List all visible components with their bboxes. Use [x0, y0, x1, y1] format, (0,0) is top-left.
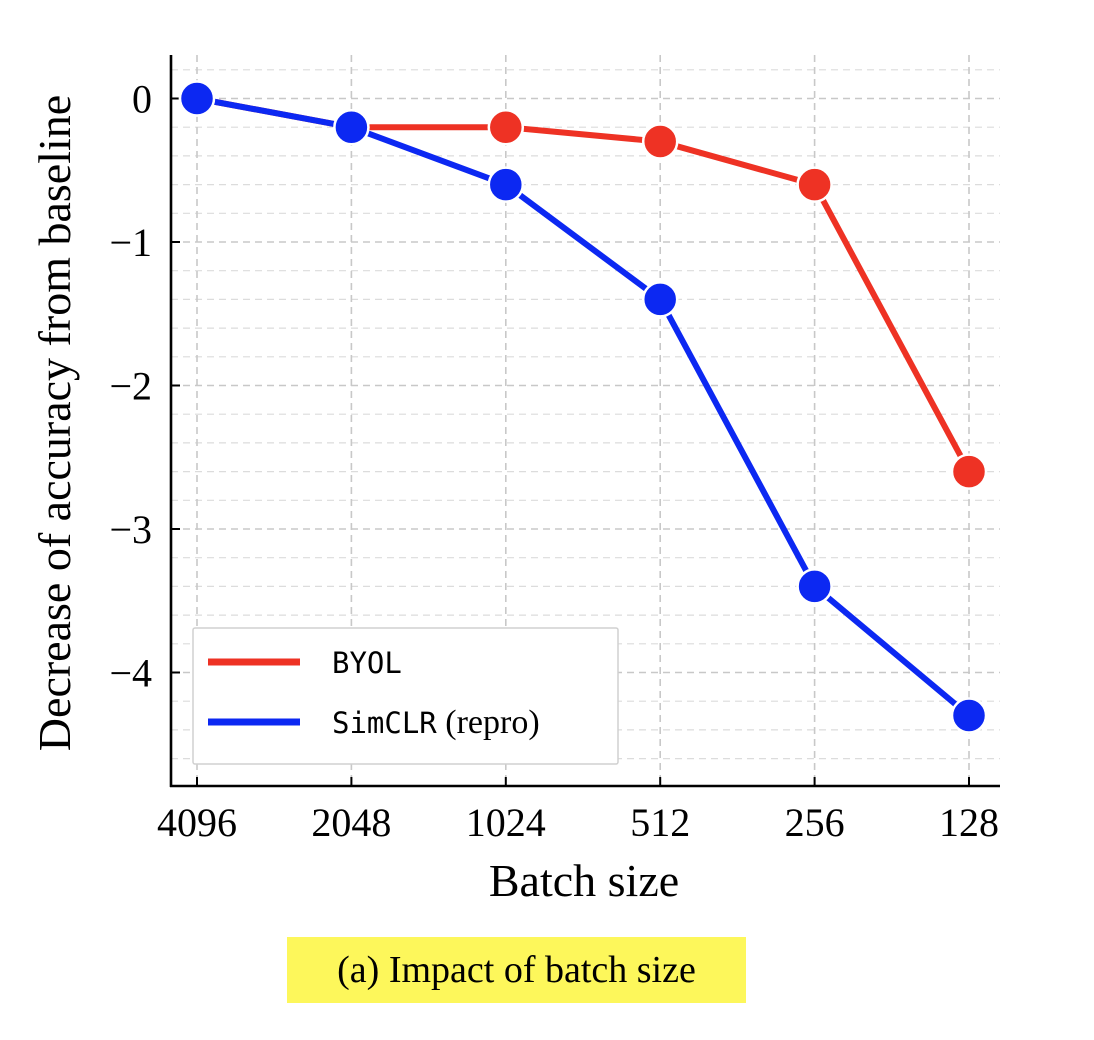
data-point [641, 281, 679, 318]
data-point [796, 166, 833, 203]
series-line [194, 95, 972, 719]
x-tick-label: 1024 [466, 800, 546, 845]
x-tick-label: 256 [785, 800, 845, 845]
data-point [641, 123, 679, 160]
y-axis-title: Decrease of accuracy from baseline [29, 95, 80, 751]
y-tick-label: 0 [132, 77, 152, 122]
legend: BYOL SimCLR (repro) [192, 627, 619, 765]
series-line [194, 95, 972, 475]
data-point [950, 453, 988, 490]
series-byol [178, 80, 988, 490]
x-axis-title: Batch size [489, 855, 679, 906]
x-tick-label: 128 [939, 800, 999, 845]
legend-label: BYOL [332, 646, 402, 680]
series-simclr [178, 80, 988, 734]
x-tick-label: 4096 [157, 800, 237, 845]
data-point [796, 568, 833, 605]
data-point [178, 80, 216, 117]
y-tick-label: −4 [109, 651, 152, 696]
data-point [333, 108, 370, 146]
data-point [487, 166, 525, 203]
y-tick-label: −3 [109, 507, 152, 552]
axes: 0 −1 −2 −3 −4 4096 2048 1024 512 256 128 [109, 55, 1000, 845]
legend-box [192, 627, 619, 765]
legend-label: SimCLR (repro) [332, 704, 540, 741]
series [178, 80, 988, 734]
data-point [487, 108, 525, 146]
figure-caption: (a) Impact of batch size [287, 937, 746, 1003]
y-tick-label: −2 [109, 364, 152, 409]
x-tick-label: 512 [630, 800, 690, 845]
y-tick-label: −1 [109, 220, 152, 265]
x-tick-label: 2048 [311, 800, 391, 845]
data-point [950, 697, 988, 734]
